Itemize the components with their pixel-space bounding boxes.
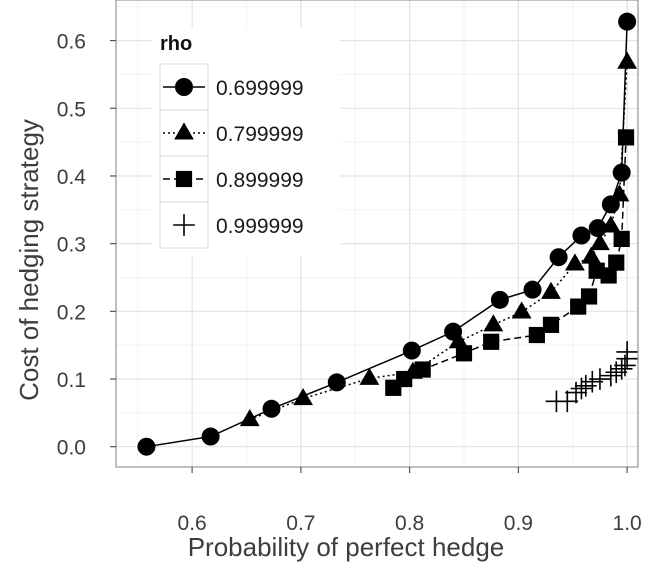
series-layer	[137, 12, 638, 456]
legend-key	[159, 201, 209, 249]
x-tick-label: 0.6	[178, 512, 207, 535]
marker-triangle	[581, 246, 602, 264]
marker-square	[613, 230, 630, 248]
legend-key	[159, 63, 209, 111]
y-tick-label: 0.1	[57, 369, 86, 392]
marker-square	[608, 254, 625, 271]
legend-key	[159, 109, 209, 157]
marker-circle	[490, 290, 509, 309]
y-axis-title: Cost of hedging strategy	[14, 119, 44, 401]
series-line	[392, 137, 627, 389]
marker-square	[580, 288, 598, 305]
x-axis-title: Probability of perfect hedge	[188, 532, 505, 562]
marker-plus	[589, 368, 611, 390]
marker-triangle	[239, 409, 260, 427]
legend-label: 0.799999	[216, 123, 304, 146]
legend-label: 0.999999	[216, 215, 304, 238]
marker-square	[483, 333, 500, 350]
y-tick-label: 0.3	[57, 234, 86, 257]
marker-circle	[201, 427, 220, 446]
y-tick-label: 0.4	[57, 166, 87, 189]
x-tick-label: 0.9	[504, 512, 533, 535]
marker-plus	[556, 390, 579, 413]
y-tick-label: 0.2	[57, 301, 86, 324]
series-square	[385, 129, 635, 396]
x-tick-label: 0.8	[395, 512, 424, 535]
series-plus	[545, 341, 638, 413]
legend: rho 0.699999 0.799999 0.899999 0.999999	[152, 28, 340, 256]
plot-border	[115, 0, 639, 468]
marker-circle	[262, 399, 281, 418]
x-tick-label: 0.7	[286, 512, 315, 535]
marker-square	[528, 326, 545, 344]
marker-plus	[570, 377, 593, 400]
marker-triangle	[609, 184, 630, 202]
marker-circle	[523, 280, 542, 299]
marker-circle	[327, 373, 346, 392]
marker-plus	[600, 364, 622, 387]
marker-triangle	[448, 331, 469, 349]
marker-plus	[616, 341, 638, 363]
marker-square	[396, 370, 413, 388]
marker-circle	[137, 437, 156, 456]
marker-square	[414, 361, 431, 378]
marker-triangle	[174, 122, 194, 140]
marker-triangle	[293, 388, 313, 406]
marker-circle	[618, 12, 637, 31]
marker-circle	[402, 341, 421, 360]
marker-circle	[588, 219, 607, 238]
axes: 0.6 0.7 0.8 0.9 1.0 0.0 0.1 0.2 0.3 0.4 0.5 0.6	[57, 31, 642, 535]
marker-square	[455, 345, 473, 362]
marker-triangle	[600, 215, 621, 233]
marker-triangle	[565, 253, 585, 271]
legend-title: rho	[160, 33, 192, 55]
marker-plus	[173, 214, 195, 236]
y-tick-label: 0.6	[57, 31, 86, 54]
marker-triangle	[590, 233, 610, 251]
legend-label: 0.899999	[216, 169, 304, 192]
marker-triangle	[617, 51, 638, 69]
marker-circle	[612, 163, 631, 182]
marker-triangle	[511, 301, 532, 319]
marker-circle	[175, 78, 193, 96]
x-tick-label: 1.0	[613, 512, 642, 535]
marker-square	[600, 267, 617, 284]
marker-plus	[610, 358, 633, 380]
legend-label: 0.699999	[216, 77, 304, 100]
marker-triangle	[359, 367, 380, 385]
marker-square	[175, 170, 193, 188]
marker-circle	[572, 226, 591, 245]
legend-key	[159, 155, 209, 203]
marker-square	[617, 129, 635, 146]
marker-square	[542, 316, 560, 333]
series-triangle	[239, 51, 638, 427]
y-tick-label: 0.0	[57, 437, 86, 460]
marker-circle	[549, 248, 568, 267]
y-tick-label: 0.5	[57, 98, 86, 121]
marker-triangle	[483, 314, 504, 332]
marker-triangle	[541, 281, 561, 299]
